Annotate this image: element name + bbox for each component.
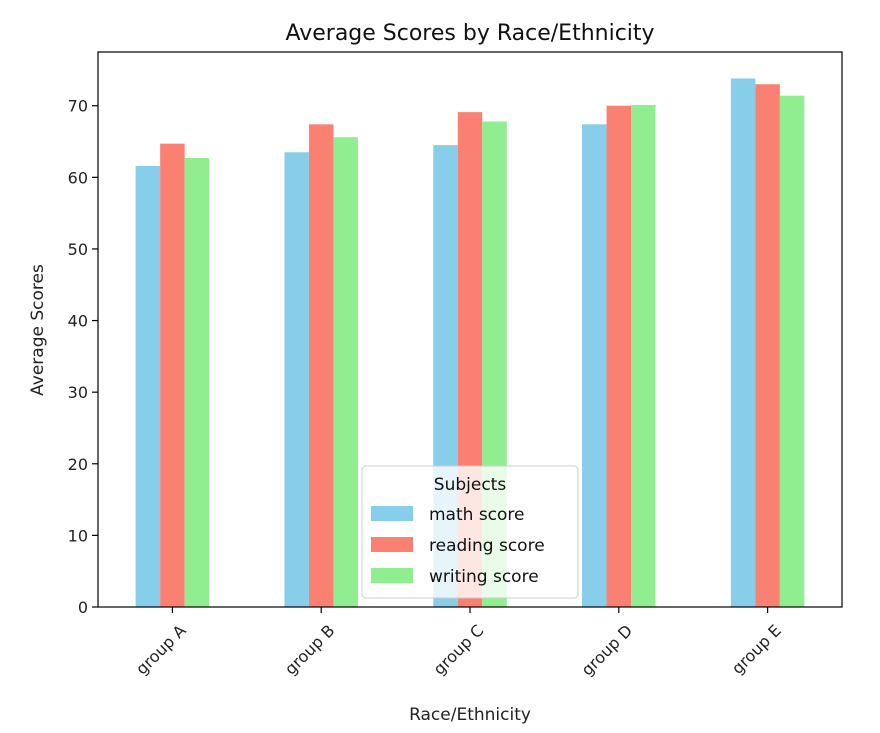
x-tick-label: group A [132, 621, 190, 679]
y-tick-label: 50 [68, 240, 88, 259]
x-tick-label: group C [430, 621, 488, 679]
legend-label-math-score: math score [429, 505, 525, 525]
bar-writing-score-group-B [333, 137, 358, 607]
bar-math-score-group-D [582, 124, 607, 607]
x-tick-label: group D [578, 621, 637, 680]
x-tick-label: group B [281, 621, 339, 679]
y-tick-label: 70 [68, 97, 88, 116]
bar-reading-score-group-B [308, 124, 334, 607]
bar-writing-score-group-A [184, 157, 210, 608]
legend: Subjects math score reading score writing … [361, 465, 579, 599]
y-tick-label: 10 [68, 526, 88, 545]
y-tick-label: 60 [68, 168, 88, 187]
y-tick-label: 30 [68, 383, 88, 402]
legend-swatch-reading-score [371, 537, 413, 552]
bar-reading-score-group-A [160, 143, 185, 607]
y-axis: 0 10 20 30 40 50 60 70 [68, 97, 98, 617]
legend-swatch-writing-score [371, 568, 413, 583]
x-axis: group A group B group C group D group E [132, 607, 785, 679]
y-axis-label: Average Scores [28, 264, 48, 396]
y-tick-label: 0 [78, 598, 88, 617]
legend-title: Subjects [434, 475, 507, 495]
chart-title: Average Scores by Race/Ethnicity [285, 21, 654, 46]
y-tick-label: 20 [68, 455, 88, 474]
legend-label-writing-score: writing score [429, 567, 539, 587]
bar-math-score-group-B [284, 152, 309, 607]
x-tick-label: group E [728, 621, 785, 678]
bar-math-score-group-A [135, 165, 161, 608]
legend-box [361, 465, 579, 599]
bar-reading-score-group-D [606, 105, 632, 608]
legend-swatch-math-score [371, 506, 413, 521]
bar-reading-score-group-E [755, 84, 780, 608]
bar-writing-score-group-D [631, 104, 656, 608]
bar-writing-score-group-E [779, 95, 805, 608]
legend-label-reading-score: reading score [429, 536, 545, 556]
legend-items: math score reading score writing score [371, 505, 545, 587]
y-tick-label: 40 [68, 312, 88, 331]
x-axis-label: Race/Ethnicity [409, 705, 531, 725]
bar-math-score-group-E [730, 78, 756, 607]
